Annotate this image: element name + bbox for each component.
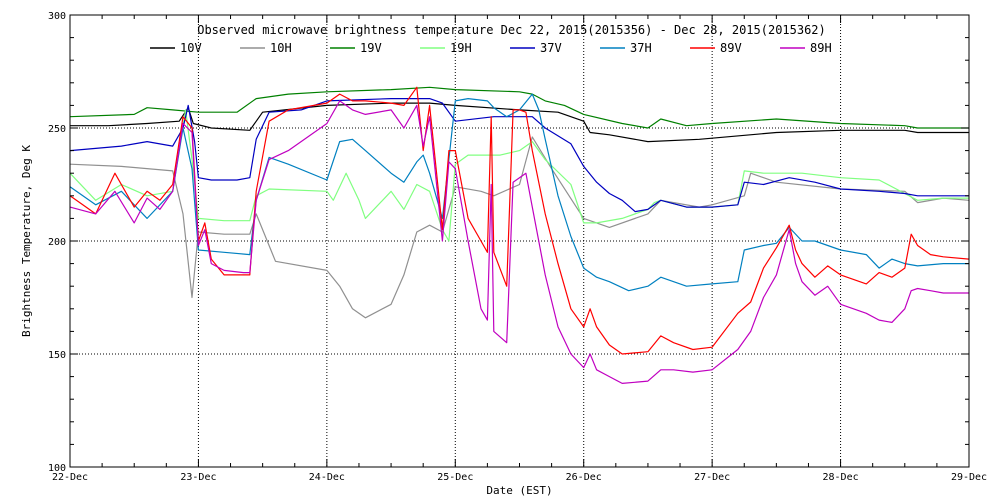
legend-label-89v: 89V [720, 41, 742, 55]
y-axis-title: Brightness Temperature, Deg K [20, 145, 33, 337]
series-line-19h [69, 109, 969, 242]
x-tick-label: 29-Dec [951, 472, 987, 483]
x-axis-title: Date (EST) [486, 484, 552, 497]
y-tick-label: 200 [48, 237, 66, 248]
chart-title: Observed microwave brightness temperatur… [197, 23, 826, 37]
legend-label-19h: 19H [450, 41, 472, 55]
legend-label-37h: 37H [630, 41, 652, 55]
x-tick-label: 25-Dec [437, 472, 473, 483]
y-tick-label: 100 [48, 463, 66, 474]
series-layer [69, 86, 970, 384]
legend-label-10h: 10H [270, 41, 292, 55]
tick-layer: 22-Dec 23-Dec 24-Dec 25-Dec 26-Dec 27-Dec 28-D… [48, 11, 987, 483]
x-tick-label: 23-Dec [180, 472, 216, 483]
x-tick-label: 28-Dec [823, 472, 859, 483]
series-line-89v [69, 86, 970, 355]
y-tick-label: 150 [48, 350, 66, 361]
series-line-19v [69, 86, 969, 129]
series-line-10h [69, 136, 970, 319]
legend-label-89h: 89H [810, 41, 832, 55]
x-tick-label: 26-Dec [566, 472, 602, 483]
x-tick-label: 24-Dec [309, 472, 345, 483]
y-tick-label: 250 [48, 124, 66, 135]
x-tick-label: 27-Dec [694, 472, 730, 483]
y-tick-label: 300 [48, 11, 66, 22]
legend-label-19v: 19V [360, 41, 382, 55]
series-line-89h [69, 100, 969, 384]
legend: 10V 10H 19V 19H 37V 37H 89V 89H [150, 41, 832, 55]
legend-label-37v: 37V [540, 41, 562, 55]
x-tick-label: 22-Dec [52, 472, 88, 483]
series-line-37v [69, 97, 969, 213]
legend-label-10v: 10V [180, 41, 202, 55]
